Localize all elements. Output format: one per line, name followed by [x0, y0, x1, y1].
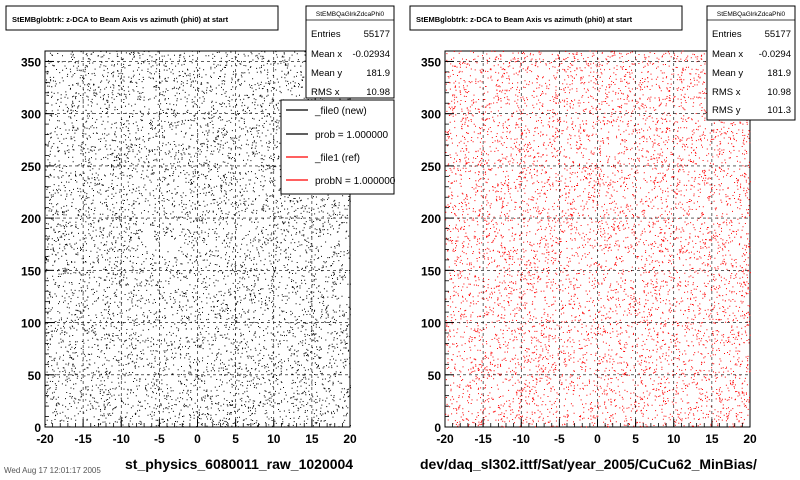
legend-entry: _file1 (ref): [314, 153, 360, 164]
left-stat-value: 55177: [364, 29, 390, 40]
y-tick-label: 250: [421, 160, 441, 174]
x-tick-label: -15: [474, 432, 492, 446]
right-stat-label: RMS x: [712, 87, 741, 98]
y-tick-label: 100: [21, 317, 41, 331]
legend-entry: prob = 1.000000: [315, 130, 389, 141]
left-stats-name: StEMBQaGlrkZdcaPhi0: [316, 11, 385, 18]
x-tick-label: 10: [267, 432, 281, 446]
y-tick-label: 250: [21, 160, 41, 174]
left-panel: -20 -15 -10 -5 0 5 10 15 20 0 50 100 150 200 250 300 35…: [5, 5, 396, 446]
right-stat-value: -0.0294: [759, 49, 791, 60]
right-file-caption: dev/daq_sl302.ittf/Sat/year_2005/CuCu62_…: [420, 456, 757, 472]
right-panel: -20 -15 -10 -5 0 5 10 15 20 0 50 100 150 200 250 300 35…: [409, 5, 796, 446]
y-tick-label: 100: [421, 317, 441, 331]
x-tick-label: 20: [743, 432, 757, 446]
x-tick-label: 0: [594, 432, 601, 446]
right-stat-label: Entries: [712, 29, 742, 40]
left-chart-title: StEMBglobtrk: z-DCA to Beam Axis vs azim…: [12, 15, 229, 24]
y-tick-label: 150: [421, 264, 441, 278]
x-tick-label: -5: [154, 432, 165, 446]
x-tick-label: -10: [113, 432, 131, 446]
x-tick-label: 5: [232, 432, 239, 446]
right-stat-value: 55177: [765, 29, 791, 40]
left-stats-box: StEMBQaGlrkZdcaPhi0 Entries 55177 Mean x…: [305, 5, 395, 99]
x-tick-label: -15: [74, 432, 92, 446]
left-file-caption: st_physics_6080011_raw_1020004: [125, 456, 354, 472]
right-stat-value: 10.98: [767, 87, 791, 98]
left-stat-value: -0.02934: [352, 49, 390, 60]
left-scatter-points: [45, 50, 351, 428]
y-tick-label: 350: [21, 55, 41, 69]
x-tick-label: -10: [513, 432, 531, 446]
x-tick-label: 5: [632, 432, 639, 446]
y-tick-label: 350: [421, 55, 441, 69]
scatter-point-cloud: [45, 50, 351, 428]
right-stat-label: Mean y: [712, 68, 743, 79]
left-stat-value: 10.98: [366, 87, 390, 98]
right-stat-value: 181.9: [767, 68, 791, 79]
y-tick-label: 150: [21, 264, 41, 278]
y-tick-label: 300: [421, 108, 441, 122]
x-tick-label: 10: [667, 432, 681, 446]
y-tick-label: 0: [434, 421, 441, 435]
y-tick-label: 200: [421, 212, 441, 226]
x-tick-label: 15: [305, 432, 319, 446]
right-stat-label: RMS y: [712, 105, 741, 116]
right-y-axis: 0 50 100 150 200 250 300 350: [421, 50, 454, 435]
left-stat-label: RMS x: [311, 87, 340, 98]
x-tick-label: 0: [194, 432, 201, 446]
right-stats-name: StEMBQaGlrkZdcaPhi0: [717, 11, 786, 18]
footer-timestamp: Wed Aug 17 12:01:17 2005: [4, 466, 101, 475]
left-x-axis: -20 -15 -10 -5 0 5 10 15 20: [36, 419, 357, 446]
x-tick-label: -5: [554, 432, 565, 446]
right-stats-box: StEMBQaGlrkZdcaPhi0 Entries 55177 Mean x…: [706, 5, 796, 121]
left-title-box: [5, 5, 279, 31]
x-tick-label: -20: [436, 432, 454, 446]
right-x-axis: -20 -15 -10 -5 0 5 10 15 20: [436, 419, 757, 446]
y-tick-label: 50: [428, 369, 442, 383]
x-tick-label: -20: [36, 432, 54, 446]
y-tick-label: 200: [21, 212, 41, 226]
legend-entry: probN = 1.000000: [315, 176, 396, 187]
x-tick-label: 20: [343, 432, 357, 446]
left-stat-value: 181.9: [366, 68, 390, 79]
x-tick-label: 15: [705, 432, 719, 446]
right-title-box: [409, 5, 683, 31]
legend-box: _file0 (new) prob = 1.000000 _file1 (ref…: [280, 99, 396, 195]
right-grid: [445, 51, 750, 427]
y-tick-label: 0: [34, 421, 41, 435]
right-stat-value: 101.3: [767, 105, 791, 116]
left-stat-label: Mean x: [311, 49, 342, 60]
left-stat-label: Entries: [311, 29, 341, 40]
left-stat-label: Mean y: [311, 68, 342, 79]
right-stat-label: Mean x: [712, 49, 743, 60]
right-chart-title: StEMBglobtrk: z-DCA to Beam Axis vs azim…: [416, 15, 633, 24]
y-tick-label: 300: [21, 108, 41, 122]
left-y-axis: 0 50 100 150 200 250 300 350: [21, 50, 54, 435]
legend-entry: _file0 (new): [314, 106, 367, 117]
y-tick-label: 50: [28, 369, 42, 383]
